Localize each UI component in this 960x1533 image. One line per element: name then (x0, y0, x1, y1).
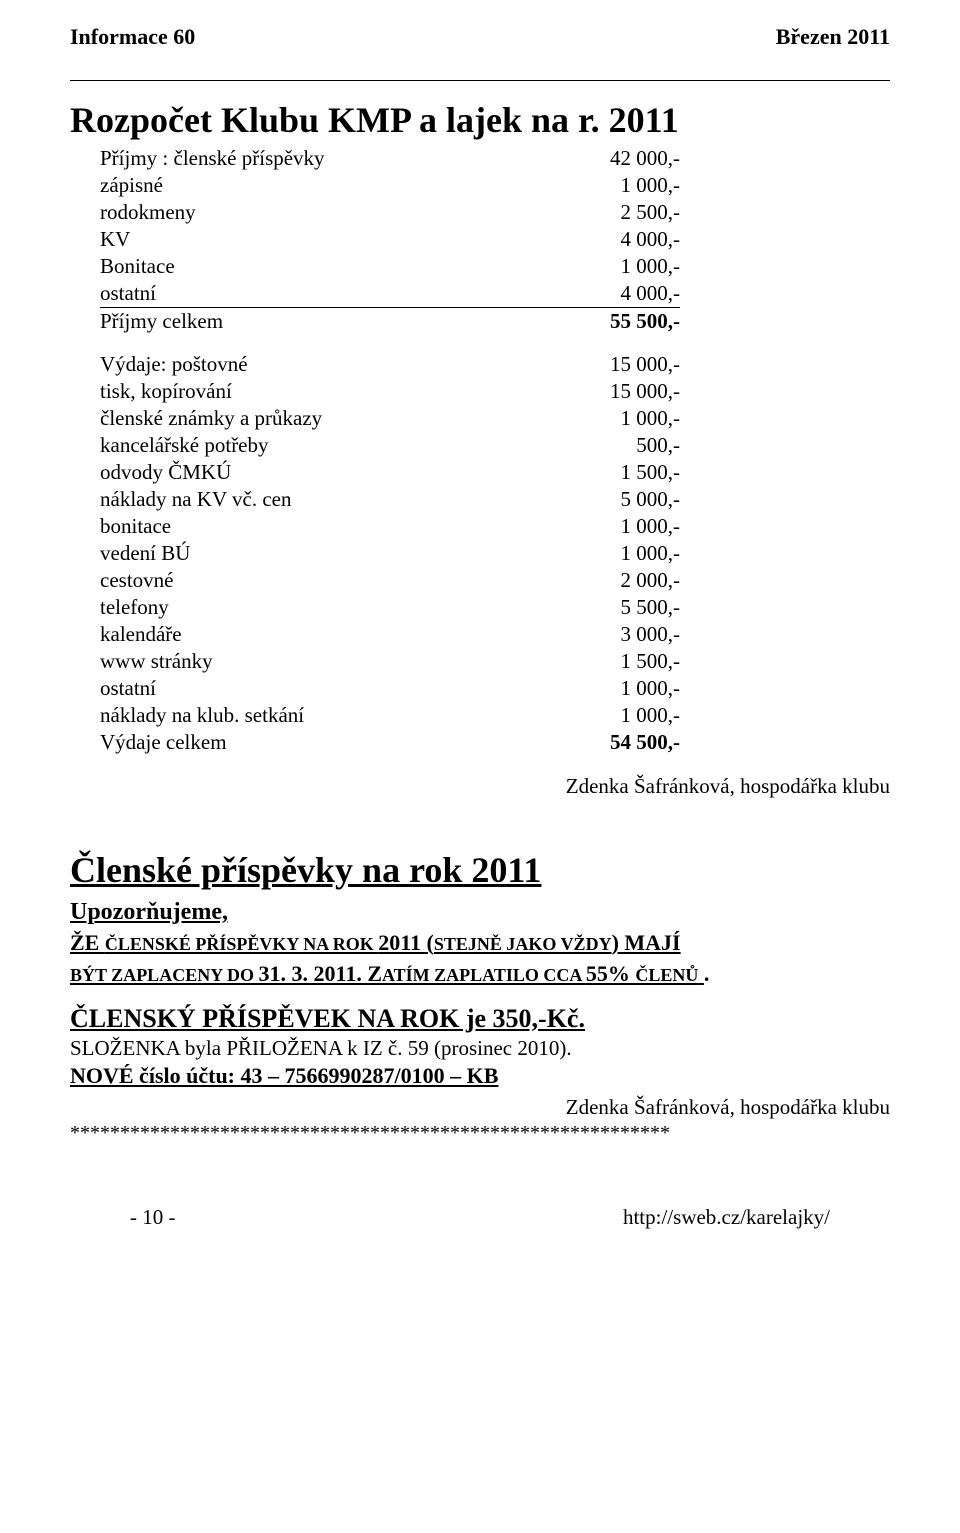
row-amount: 1 500,- (520, 459, 680, 486)
page-title: Rozpočet Klubu KMP a lajek na r. 2011 (70, 99, 890, 141)
income-total: 55 500,- (610, 309, 680, 333)
table-row: kalendáře3 000,- (100, 621, 680, 648)
row-label: telefony (100, 594, 520, 621)
row-label: bonitace (100, 513, 520, 540)
notice-d: STEJNĚ JAKO VŽDY (434, 934, 612, 954)
row-label: členské příspěvky (174, 146, 325, 170)
table-row: kancelářské potřeby500,- (100, 432, 680, 459)
expenses-total-label: Výdaje celkem (100, 729, 520, 756)
table-row: členské známky a průkazy1 000,- (100, 405, 680, 432)
row-amount: 3 000,- (520, 621, 680, 648)
header-left: Informace 60 (70, 24, 195, 50)
attribution-2: Zdenka Šafránková, hospodářka klubu (70, 1095, 890, 1120)
row-amount: 1 000,- (520, 513, 680, 540)
notice-j: ČLENŮ (635, 965, 698, 985)
row-label: vedení BÚ (100, 540, 520, 567)
table-row: KV 4 000,- (100, 226, 680, 253)
row-amount: 5 000,- (520, 486, 680, 513)
row-label: Bonitace (100, 253, 520, 280)
income-total-label: Příjmy celkem (100, 308, 520, 336)
slozenka-line: SLOŽENKA byla PŘILOŽENA k IZ č. 59 (pros… (70, 1036, 890, 1061)
table-row: www stránky1 500,- (100, 648, 680, 675)
row-amount: 4 000,- (520, 280, 680, 308)
table-row: zápisné 1 000,- (100, 172, 680, 199)
fees-title: Členské příspěvky na rok 2011 (70, 849, 890, 891)
expenses-lead: Výdaje: (100, 352, 166, 376)
header-divider (70, 80, 890, 81)
row-amount: 15 000,- (520, 378, 680, 405)
row-amount: 1 500,- (520, 648, 680, 675)
expenses-total: 54 500,- (610, 730, 680, 754)
row-label: poštovné (172, 352, 248, 376)
divider-stars: ****************************************… (70, 1122, 890, 1145)
table-row: Bonitace 1 000,- (100, 253, 680, 280)
row-amount: 4 000,- (520, 226, 680, 253)
table-row: náklady na KV vč. cen5 000,- (100, 486, 680, 513)
table-row: náklady na klub. setkání1 000,- (100, 702, 680, 729)
table-row: cestovné2 000,- (100, 567, 680, 594)
income-lead: Příjmy : (100, 146, 168, 170)
notice-k: . (704, 961, 710, 986)
row-label: kalendáře (100, 621, 520, 648)
row-label: tisk, kopírování (100, 378, 520, 405)
spacer (100, 335, 680, 351)
table-row: rodokmeny 2 500,- (100, 199, 680, 226)
notice-a: ŽE (70, 930, 105, 955)
table-row: ostatní1 000,- (100, 675, 680, 702)
row-amount: 1 000,- (520, 172, 680, 199)
header-right: Březen 2011 (776, 24, 890, 50)
notice-f: BÝT ZAPLACENY DO (70, 965, 259, 985)
row-amount: 2 500,- (520, 199, 680, 226)
row-label: www stránky (100, 648, 520, 675)
row-label: zápisné (100, 172, 520, 199)
page-number: - 10 - (130, 1205, 176, 1230)
row-label: ostatní (100, 280, 520, 308)
row-label: rodokmeny (100, 199, 520, 226)
expenses-total-row: Výdaje celkem 54 500,- (100, 729, 680, 756)
account-line: NOVÉ číslo účtu: 43 – 7566990287/0100 – … (70, 1063, 890, 1089)
notice-h: ATÍM ZAPLATILO CCA (382, 965, 586, 985)
row-amount: 2 000,- (520, 567, 680, 594)
warn-head: Upozorňujeme, (70, 899, 890, 926)
income-total-row: Příjmy celkem 55 500,- (100, 308, 680, 336)
notice-g: 31. 3. 2011. Z (259, 961, 382, 986)
row-label: odvody ČMKÚ (100, 459, 520, 486)
row-amount: 1 000,- (520, 702, 680, 729)
notice-line-1: ŽE ČLENSKÉ PŘÍSPĚVKY NA ROK 2011 (STEJNĚ… (70, 928, 890, 990)
table-row: odvody ČMKÚ1 500,- (100, 459, 680, 486)
row-label: KV (100, 226, 520, 253)
table-row: Výdaje: poštovné 15 000,- (100, 351, 680, 378)
notice-c: 2011 ( (378, 930, 434, 955)
table-row: ostatní 4 000,- (100, 280, 680, 308)
row-amount: 1 000,- (520, 253, 680, 280)
row-label: kancelářské potřeby (100, 432, 520, 459)
attribution: Zdenka Šafránková, hospodářka klubu (70, 774, 890, 799)
row-amount: 15 000,- (520, 351, 680, 378)
notice-i: 55% (586, 961, 636, 986)
row-amount: 1 000,- (520, 540, 680, 567)
income-table: Příjmy : členské příspěvky 42 000,- zápi… (100, 145, 680, 756)
footer-url: http://sweb.cz/karelajky/ (623, 1205, 830, 1230)
table-row: Příjmy : členské příspěvky 42 000,- (100, 145, 680, 172)
row-label: ostatní (100, 675, 520, 702)
row-label: cestovné (100, 567, 520, 594)
row-amount: 1 000,- (520, 675, 680, 702)
row-amount: 42 000,- (520, 145, 680, 172)
row-label: náklady na KV vč. cen (100, 486, 520, 513)
row-amount: 5 500,- (520, 594, 680, 621)
row-label: členské známky a průkazy (100, 405, 520, 432)
row-amount: 1 000,- (520, 405, 680, 432)
fee-amount-line: ČLENSKÝ PŘÍSPĚVEK NA ROK je 350,-Kč. (70, 1004, 890, 1034)
row-amount: 500,- (520, 432, 680, 459)
row-label: náklady na klub. setkání (100, 702, 520, 729)
table-row: bonitace1 000,- (100, 513, 680, 540)
table-row: telefony5 500,- (100, 594, 680, 621)
table-row: vedení BÚ1 000,- (100, 540, 680, 567)
table-row: tisk, kopírování15 000,- (100, 378, 680, 405)
notice-b: ČLENSKÉ PŘÍSPĚVKY NA ROK (105, 934, 378, 954)
notice-e: ) MAJÍ (612, 930, 681, 955)
